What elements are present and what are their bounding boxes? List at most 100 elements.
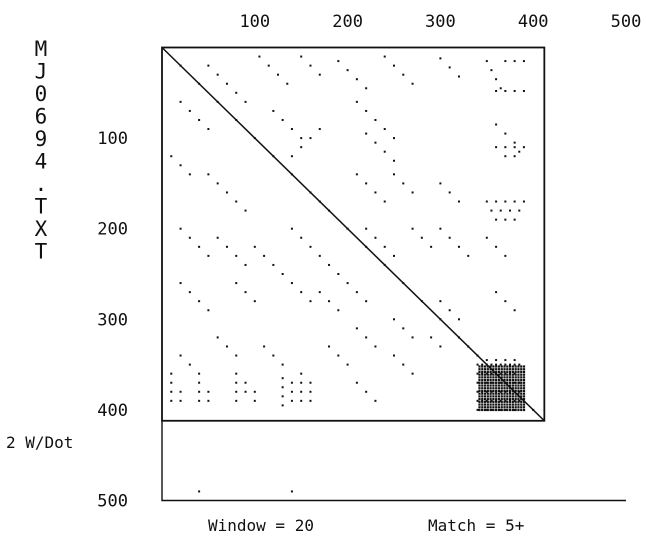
match-dot (328, 209, 331, 212)
match-dot (495, 78, 498, 81)
match-dot (500, 408, 503, 412)
match-dot (504, 132, 507, 135)
match-dot (500, 365, 503, 368)
match-dot (514, 408, 517, 412)
x-tick-labels: 100 200 300 400 500 (239, 12, 641, 32)
match-dot (170, 155, 173, 158)
match-dot (486, 387, 489, 390)
match-dot (522, 379, 526, 382)
match-dot (506, 376, 509, 379)
match-dot (300, 399, 303, 402)
match-dot (290, 490, 293, 493)
match-dot (520, 395, 523, 398)
match-dot (300, 236, 303, 239)
match-dot (235, 282, 238, 285)
match-dot (179, 64, 182, 67)
match-dot (520, 400, 523, 403)
match-dot (522, 200, 525, 203)
match-dot (495, 245, 498, 248)
match-dot (374, 141, 377, 144)
match-dot (281, 363, 284, 366)
match-dot (198, 381, 201, 384)
match-dot (520, 373, 523, 376)
match-dot (520, 406, 523, 409)
match-dot (476, 390, 479, 393)
match-dot (478, 408, 481, 412)
match-dot (309, 300, 312, 303)
match-dot (495, 365, 498, 368)
match-dot (457, 245, 460, 248)
match-dot (383, 150, 386, 153)
match-dot (374, 236, 377, 239)
match-dot (492, 368, 495, 371)
y-tick-label: 500 (97, 492, 128, 512)
match-dot (179, 354, 182, 357)
match-dot (430, 336, 433, 339)
match-dot (290, 390, 293, 393)
match-dot (520, 370, 523, 374)
match-dot (309, 399, 312, 402)
match-dot (337, 354, 340, 357)
match-dot (483, 389, 487, 393)
match-dot (420, 300, 423, 303)
match-dot (509, 370, 512, 374)
match-dot (509, 368, 512, 371)
match-dot (511, 403, 514, 406)
match-dot (504, 359, 507, 362)
match-dot (481, 395, 484, 398)
match-dot (500, 384, 503, 387)
match-dot (522, 403, 526, 406)
match-dot (478, 389, 481, 393)
match-dot (500, 395, 503, 398)
match-dot (520, 389, 523, 393)
match-dot (520, 398, 523, 401)
match-dot (522, 376, 526, 379)
match-dot (188, 109, 191, 112)
match-dot (517, 398, 520, 401)
match-dot (485, 60, 488, 63)
match-dot (492, 381, 495, 384)
match-dot (481, 370, 484, 374)
match-dot (497, 406, 501, 409)
x-tick-label: 100 (239, 12, 270, 32)
match-dot (365, 182, 368, 185)
match-dot (411, 336, 414, 339)
y-tick-label: 300 (97, 310, 128, 330)
match-dot (517, 370, 520, 374)
match-dot (483, 392, 487, 395)
match-dot (258, 55, 261, 58)
match-dot (457, 318, 460, 321)
match-dot (509, 406, 512, 409)
match-dot (514, 384, 517, 387)
match-dot (513, 89, 516, 92)
match-dot (207, 399, 210, 402)
match-dot (318, 73, 321, 76)
match-dot (198, 372, 201, 375)
match-dot (290, 399, 293, 402)
match-dot (492, 373, 495, 376)
match-dot (514, 406, 517, 409)
match-dot (448, 66, 451, 69)
match-dot (514, 373, 517, 376)
match-dot (509, 408, 512, 412)
y-label-char: T (35, 240, 48, 264)
match-dot (383, 245, 386, 248)
match-dot (485, 359, 488, 362)
match-dot (509, 363, 511, 366)
match-dot (497, 373, 501, 376)
y-label-char: M (35, 37, 48, 61)
match-dot (355, 78, 358, 81)
match-dot (522, 146, 525, 149)
match-dot (495, 89, 498, 92)
match-dot (478, 384, 481, 387)
match-dot (290, 227, 293, 230)
match-dot (495, 291, 498, 294)
match-dot (486, 373, 489, 376)
match-dot (518, 150, 521, 153)
match-dot (290, 282, 293, 285)
match-dot (198, 82, 201, 85)
match-dot (207, 309, 210, 312)
match-dot (337, 60, 340, 63)
match-dot (281, 395, 284, 398)
